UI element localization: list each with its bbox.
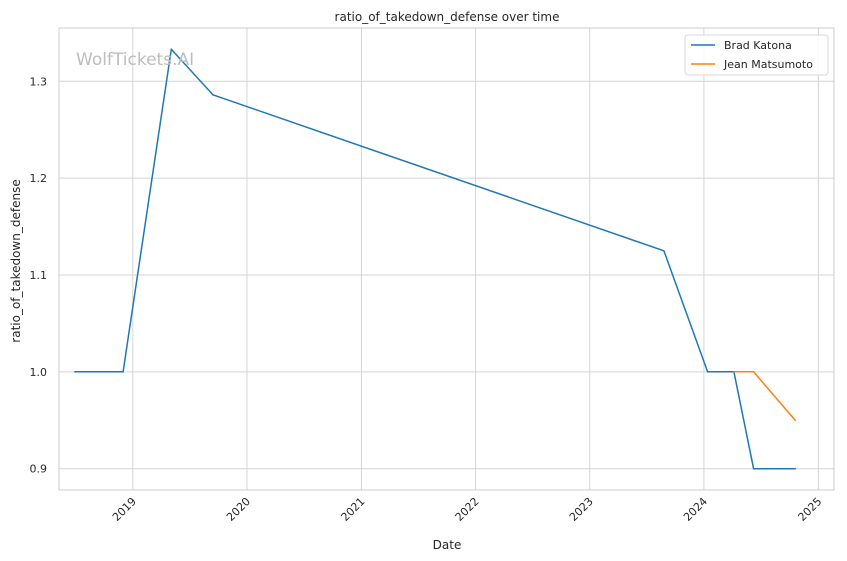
legend-box [684,34,829,76]
x-axis-ticks: 2019 2020 2021 2022 2023 2024 2025 [110,495,825,524]
x-tick-label: 2019 [110,495,139,524]
y-axis-ticks: 0.9 1.0 1.1 1.2 1.3 [30,75,48,475]
legend-label: Jean Matsumoto [723,58,813,71]
data-point [733,371,735,373]
data-point [74,371,76,373]
x-tick-label: 2025 [795,495,824,524]
legend-label: Brad Katona [724,39,792,52]
x-tick-label: 2024 [681,495,710,524]
y-tick-label: 1.2 [30,172,48,185]
watermark: WolfTickets.AI [76,50,194,70]
plot-area [58,27,835,491]
y-tick-label: 1.1 [30,269,48,282]
x-tick-label: 2020 [224,495,253,524]
x-tick-label: 2023 [567,495,596,524]
data-point [663,249,665,252]
series-line [75,48,796,470]
data-point [794,419,797,422]
data-point [122,371,124,373]
y-tick-label: 1.3 [30,75,48,88]
x-tick-label: 2021 [339,495,368,524]
y-tick-label: 0.9 [30,463,48,476]
data-point [794,467,797,470]
x-axis-label: Date [433,538,462,552]
x-tick-label: 2022 [453,495,482,524]
chart-title: ratio_of_takedown_defense over time [335,10,560,24]
y-tick-label: 1.0 [30,366,48,379]
series-line [733,371,796,421]
y-axis-label: ratio_of_takedown_defense [9,179,23,342]
data-point [752,467,755,470]
data-point [170,48,173,51]
legend: Brad Katona Jean Matsumoto [684,34,829,76]
data-point [752,371,755,373]
series-lines [74,48,797,470]
data-point [212,94,214,96]
grid [59,28,834,490]
data-point [706,371,709,373]
